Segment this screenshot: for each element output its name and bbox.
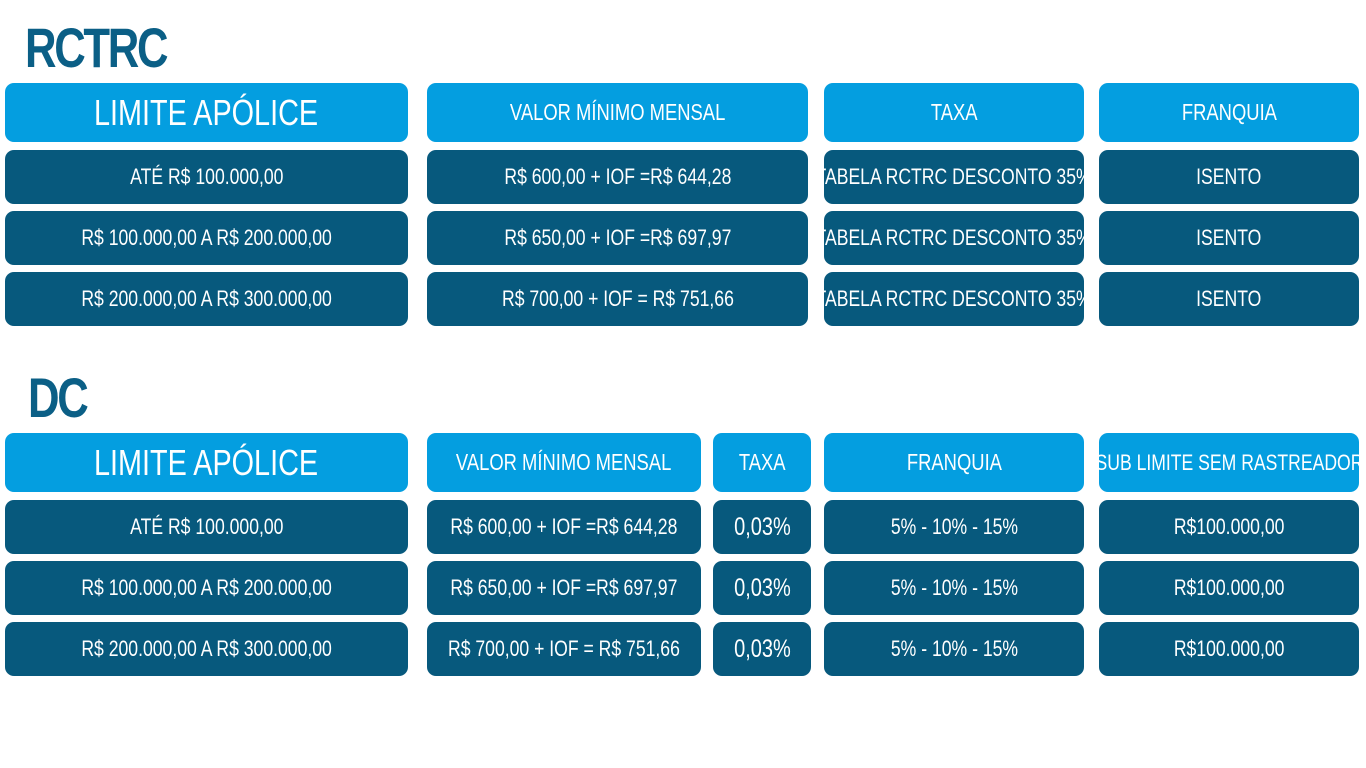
dc-row1-limite: ATÉ R$ 100.000,00 — [5, 500, 408, 554]
rctrc-row2-franquia: ISENTO — [1099, 211, 1359, 265]
dc-row2-franquia: 5% - 10% - 15% — [824, 561, 1084, 615]
rctrc-row2-limite: R$ 100.000,00 A R$ 200.000,00 — [5, 211, 408, 265]
rctrc-row3-limite: R$ 200.000,00 A R$ 300.000,00 — [5, 272, 408, 326]
rctrc-row1-franquia: ISENTO — [1099, 150, 1359, 204]
dc-header-sub-limite: SUB LIMITE SEM RASTREADOR — [1099, 433, 1359, 492]
rctrc-header-franquia: FRANQUIA — [1099, 83, 1359, 142]
dc-row2-taxa: 0,03% — [713, 561, 811, 615]
rctrc-row2-valor: R$ 650,00 + IOF =R$ 697,97 — [427, 211, 808, 265]
rctrc-row1-limite: ATÉ R$ 100.000,00 — [5, 150, 408, 204]
rctrc-row1-taxa: TABELA RCTRC DESCONTO 35% — [824, 150, 1084, 204]
dc-row1-franquia: 5% - 10% - 15% — [824, 500, 1084, 554]
dc-title: DC — [28, 366, 89, 429]
dc-row3-limite: R$ 200.000,00 A R$ 300.000,00 — [5, 622, 408, 676]
rctrc-title: RCTRC — [25, 16, 169, 79]
dc-row2-limite: R$ 100.000,00 A R$ 200.000,00 — [5, 561, 408, 615]
rctrc-row3-taxa: TABELA RCTRC DESCONTO 35% — [824, 272, 1084, 326]
dc-row3-franquia: 5% - 10% - 15% — [824, 622, 1084, 676]
rctrc-row2-taxa: TABELA RCTRC DESCONTO 35% — [824, 211, 1084, 265]
rctrc-row3-franquia: ISENTO — [1099, 272, 1359, 326]
rctrc-row1-valor: R$ 600,00 + IOF =R$ 644,28 — [427, 150, 808, 204]
dc-row3-sub-limite: R$100.000,00 — [1099, 622, 1359, 676]
dc-row1-taxa: 0,03% — [713, 500, 811, 554]
rctrc-header-limite-apolice: LIMITE APÓLICE — [5, 83, 408, 142]
dc-row1-valor: R$ 600,00 + IOF =R$ 644,28 — [427, 500, 701, 554]
rctrc-header-taxa: TAXA — [824, 83, 1084, 142]
dc-row3-taxa: 0,03% — [713, 622, 811, 676]
rctrc-row3-valor: R$ 700,00 + IOF = R$ 751,66 — [427, 272, 808, 326]
dc-header-valor-minimo: VALOR MÍNIMO MENSAL — [427, 433, 701, 492]
dc-header-limite-apolice: LIMITE APÓLICE — [5, 433, 408, 492]
dc-header-franquia: FRANQUIA — [824, 433, 1084, 492]
dc-row2-sub-limite: R$100.000,00 — [1099, 561, 1359, 615]
dc-header-taxa: TAXA — [713, 433, 811, 492]
dc-row2-valor: R$ 650,00 + IOF =R$ 697,97 — [427, 561, 701, 615]
dc-row3-valor: R$ 700,00 + IOF = R$ 751,66 — [427, 622, 701, 676]
rctrc-header-valor-minimo: VALOR MÍNIMO MENSAL — [427, 83, 808, 142]
dc-row1-sub-limite: R$100.000,00 — [1099, 500, 1359, 554]
